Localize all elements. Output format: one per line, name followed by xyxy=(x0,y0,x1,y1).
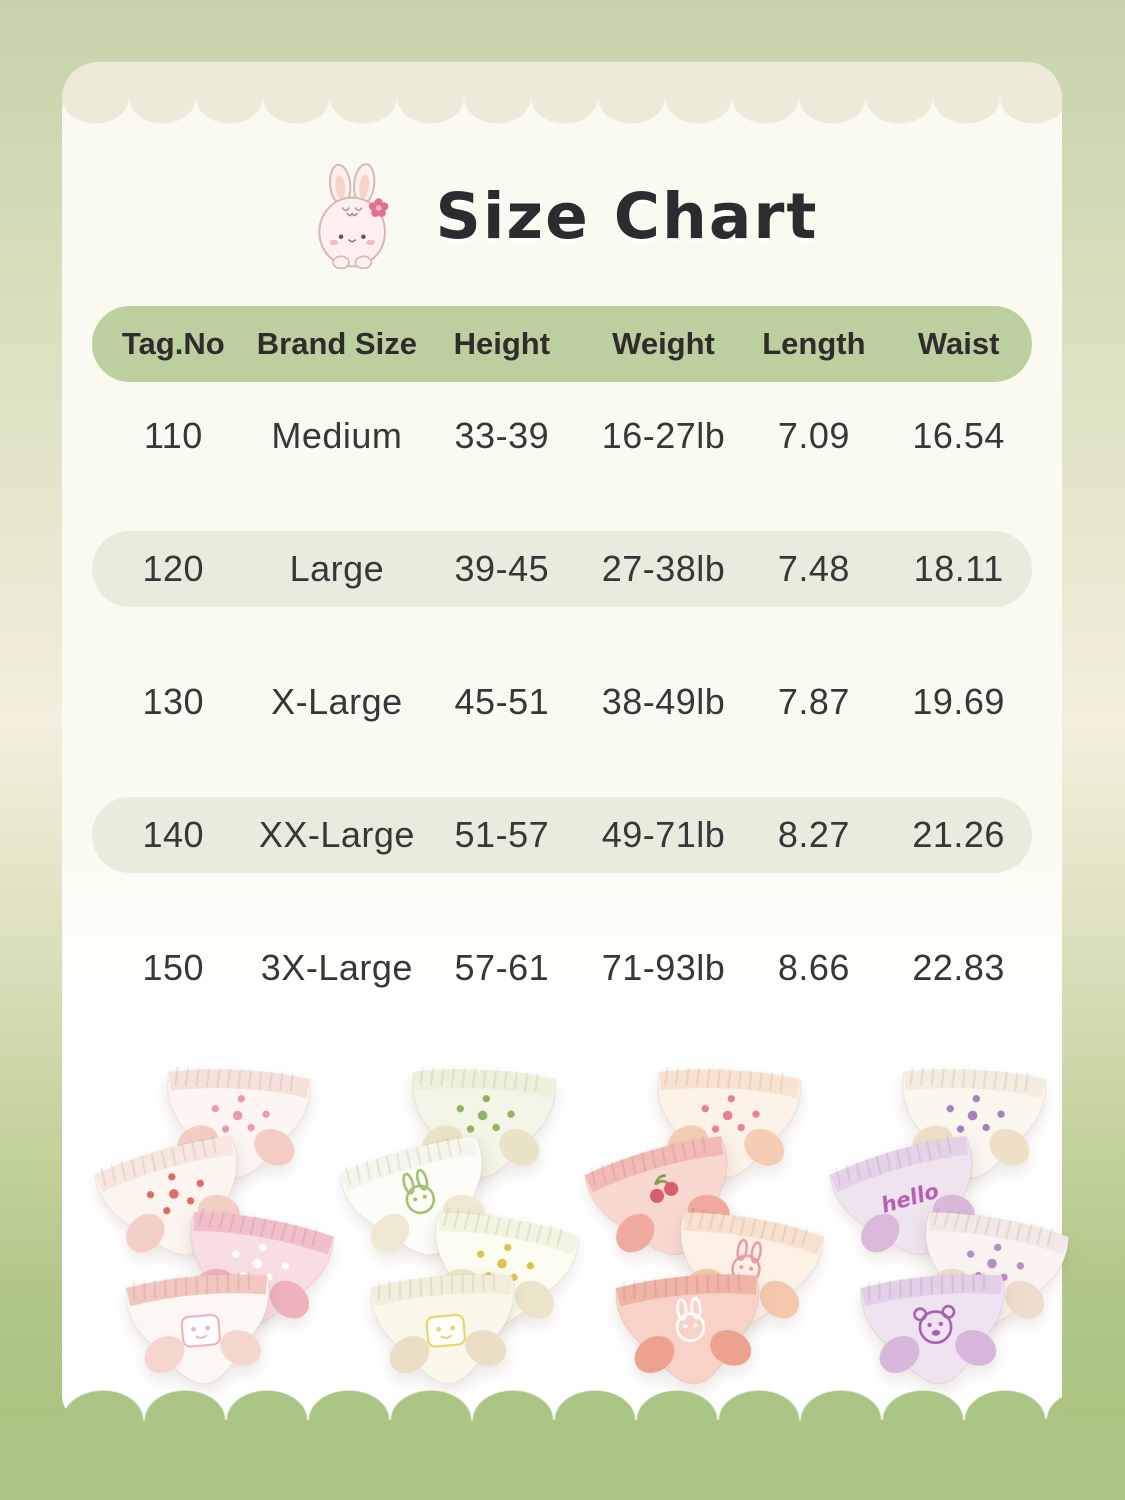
table-cell: 150 xyxy=(142,947,205,988)
table-cell: 120 xyxy=(142,548,205,589)
product-photo-group-peach-set xyxy=(584,1056,837,1406)
header-cell: Height xyxy=(453,326,551,361)
title-row: Size Chart xyxy=(62,154,1062,278)
table-cell: 19.69 xyxy=(912,681,1005,722)
size-chart-card: Size Chart Tag.No Brand Size Height Weight L… xyxy=(62,62,1070,1420)
card-top-band xyxy=(62,62,1062,98)
underwear-photo xyxy=(355,1255,537,1411)
flower-icon xyxy=(369,198,389,217)
table-row: 150 3X-Large 57-61 71-93lb 8.66 22.83 xyxy=(92,930,1032,1006)
table-row: 130 X-Large 45-51 38-49lb 7.87 19.69 xyxy=(92,664,1032,740)
bottom-green-band xyxy=(0,1420,1125,1500)
table-cell: X-Large xyxy=(271,681,403,722)
underwear-photo xyxy=(845,1255,1027,1411)
underwear-photo xyxy=(110,1255,292,1411)
table-cell: 7.09 xyxy=(777,415,850,456)
table-cell: 16-27lb xyxy=(601,415,726,456)
table-cell: 7.48 xyxy=(777,548,850,589)
page-title: Size Chart xyxy=(435,179,819,253)
scallop-top-edge xyxy=(62,98,1062,124)
bunny-with-flower-icon xyxy=(318,163,389,269)
table-cell: XX-Large xyxy=(258,814,415,855)
product-photo-group-pink-set xyxy=(94,1056,347,1406)
table-cell: 130 xyxy=(142,681,205,722)
underwear-photo xyxy=(321,1113,524,1296)
size-table: Tag.No Brand Size Height Weight Length Waist … xyxy=(92,306,1032,1006)
table-cell: 49-71lb xyxy=(601,814,726,855)
scallop-bottom-edge xyxy=(62,1390,1062,1420)
table-body: 110 Medium 33-39 16-27lb 7.09 16.54 120 Large 39… xyxy=(92,398,1032,1006)
table-cell: Medium xyxy=(271,415,403,456)
table-cell: 39-45 xyxy=(454,548,550,589)
header-cell: Weight xyxy=(612,326,715,361)
table-cell: 33-39 xyxy=(454,415,550,456)
table-cell: 71-93lb xyxy=(601,947,726,988)
table-cell: 27-38lb xyxy=(601,548,726,589)
table-cell: 7.87 xyxy=(777,681,850,722)
table-cell: 8.27 xyxy=(777,814,850,855)
header-cell: Length xyxy=(762,326,866,361)
table-row: 120 Large 39-45 27-38lb 7.48 18.11 xyxy=(92,531,1032,607)
table-cell: 21.26 xyxy=(912,814,1005,855)
product-photo-group-purple-set: hello xyxy=(829,1056,1082,1406)
table-cell: Large xyxy=(289,548,385,589)
product-photos-row: hello xyxy=(62,1056,1070,1406)
table-cell: 51-57 xyxy=(454,814,550,855)
table-cell: 45-51 xyxy=(454,681,550,722)
table-row: 140 XX-Large 51-57 49-71lb 8.27 21.26 xyxy=(92,797,1032,873)
table-cell: 38-49lb xyxy=(601,681,726,722)
header-cell: Waist xyxy=(917,326,1000,361)
table-cell: 8.66 xyxy=(777,947,850,988)
header-cell: Brand Size xyxy=(256,326,417,361)
header-cell: Tag.No xyxy=(121,326,225,361)
table-cell: 140 xyxy=(142,814,205,855)
table-row: 110 Medium 33-39 16-27lb 7.09 16.54 xyxy=(92,398,1032,474)
underwear-photo xyxy=(600,1255,782,1411)
table-cell: 18.11 xyxy=(913,548,1004,589)
table-cell: 57-61 xyxy=(454,947,550,988)
table-cell: 3X-Large xyxy=(260,947,413,988)
table-cell: 110 xyxy=(143,415,203,456)
table-header-row: Tag.No Brand Size Height Weight Length Waist xyxy=(92,306,1032,382)
product-photo-group-green-set xyxy=(339,1056,592,1406)
table-cell: 16.54 xyxy=(912,415,1005,456)
table-cell: 22.83 xyxy=(912,947,1005,988)
